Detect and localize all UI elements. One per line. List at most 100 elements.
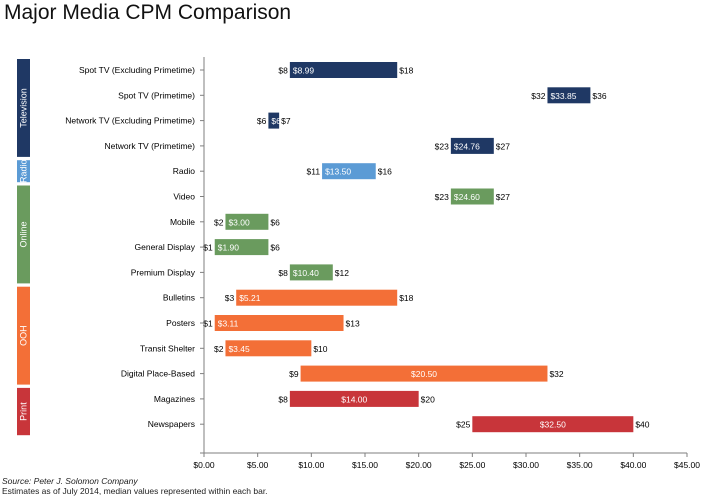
range-bar [289, 390, 419, 407]
range-bar [547, 87, 591, 104]
low-label: $8 [278, 66, 288, 76]
high-label: $20 [421, 394, 435, 404]
median-label: $24.76 [454, 141, 480, 151]
group-label: Print [19, 402, 29, 421]
high-label: $7 [281, 116, 291, 126]
x-tick-label: $5.00 [247, 460, 269, 470]
x-tick-label: $30.00 [513, 460, 539, 470]
median-label: $13.50 [325, 167, 351, 177]
low-label: $3 [225, 293, 235, 303]
low-label: $23 [435, 141, 449, 151]
x-tick-label: $40.00 [620, 460, 646, 470]
category-label: Digital Place-Based [121, 369, 195, 379]
low-label: $25 [456, 420, 470, 430]
x-tick-label: $25.00 [459, 460, 485, 470]
median-label: $20.50 [411, 369, 437, 379]
x-tick-label: $35.00 [567, 460, 593, 470]
group-band [17, 185, 30, 284]
low-label: $23 [435, 192, 449, 202]
x-tick-label: $10.00 [298, 460, 324, 470]
group-band [17, 59, 30, 157]
category-label: General Display [135, 242, 196, 252]
range-bar [236, 289, 398, 306]
group-label: Television [19, 88, 29, 128]
low-label: $6 [257, 116, 267, 126]
low-label: $1 [203, 243, 213, 253]
range-bar [300, 365, 548, 382]
median-label: $10.40 [293, 268, 319, 278]
x-tick-label: $20.00 [406, 460, 432, 470]
category-label: Network TV (Primetime) [104, 141, 195, 151]
high-label: $10 [313, 344, 327, 354]
high-label: $12 [335, 268, 349, 278]
high-label: $18 [399, 293, 413, 303]
low-label: $8 [278, 268, 288, 278]
median-label: $8.99 [293, 66, 315, 76]
x-tick-label: $0.00 [193, 460, 215, 470]
category-label: Transit Shelter [140, 343, 195, 353]
median-label: $6.92 [271, 116, 293, 126]
category-label: Mobile [170, 217, 195, 227]
median-label: $3.00 [228, 217, 250, 227]
group-band [17, 160, 30, 183]
category-label: Network TV (Excluding Primetime) [65, 116, 195, 126]
category-label: Video [173, 192, 195, 202]
category-label: Radio [173, 166, 195, 176]
estimate-note: Estimates as of July 2014, median values… [2, 486, 268, 496]
category-label: Premium Display [131, 267, 196, 277]
median-label: $33.85 [550, 91, 576, 101]
median-label: $3.45 [228, 344, 250, 354]
median-label: $24.60 [454, 192, 480, 202]
median-label: $5.21 [239, 293, 261, 303]
source-note: Source: Peter J. Solomon Company Estimat… [2, 476, 268, 496]
high-label: $13 [346, 319, 360, 329]
low-label: $8 [278, 394, 288, 404]
cpm-bars: $8.99 $8 $18 $33.85 $32 $36 $6.92 $6 $7 $24.76 $23… [203, 62, 650, 433]
group-label: Radio [19, 159, 29, 183]
category-label: Spot TV (Primetime) [118, 90, 195, 100]
median-label: $14.00 [341, 394, 367, 404]
group-band [17, 286, 30, 385]
high-label: $27 [496, 192, 510, 202]
low-label: $1 [203, 319, 213, 329]
range-bar [214, 239, 269, 256]
group-band [17, 387, 30, 436]
group-label: Online [19, 221, 29, 247]
source-text: Source: Peter J. Solomon Company [2, 476, 138, 486]
range-bar [289, 62, 398, 78]
group-label: OOH [19, 325, 29, 346]
category-label: Spot TV (Excluding Primetime) [79, 65, 195, 75]
low-label: $2 [214, 217, 224, 227]
range-bar [289, 264, 333, 281]
category-label: Posters [166, 318, 195, 328]
range-bar [472, 416, 634, 433]
median-label: $3.11 [218, 319, 239, 329]
high-label: $16 [378, 167, 392, 177]
low-label: $11 [307, 167, 321, 177]
range-bar [225, 340, 312, 357]
low-label: $9 [289, 369, 299, 379]
low-label: $32 [531, 91, 545, 101]
range-bar [322, 163, 376, 180]
high-label: $18 [399, 66, 413, 76]
chart-axes: $0.00 $5.00 $10.00 $15.00 $20.00 $25.00 $30.00… [65, 57, 700, 470]
high-label: $40 [635, 420, 649, 430]
chart-title: Major Media CPM Comparison [4, 1, 292, 24]
median-label: $1.90 [218, 243, 240, 253]
range-bar [450, 137, 494, 154]
range-bar [214, 315, 344, 331]
category-label: Newspapers [148, 419, 195, 429]
x-tick-label: $15.00 [352, 460, 378, 470]
media-group-labels: Television Radio Online OOH Print [17, 59, 30, 436]
category-label: Bulletins [163, 293, 195, 303]
high-label: $6 [270, 217, 280, 227]
low-label: $2 [214, 344, 224, 354]
range-bar [268, 112, 280, 129]
high-label: $36 [592, 91, 606, 101]
category-label: Magazines [154, 394, 195, 404]
median-label: $32.50 [540, 420, 566, 430]
x-tick-label: $45.00 [674, 460, 700, 470]
high-label: $27 [496, 141, 510, 151]
range-bar [225, 213, 269, 230]
